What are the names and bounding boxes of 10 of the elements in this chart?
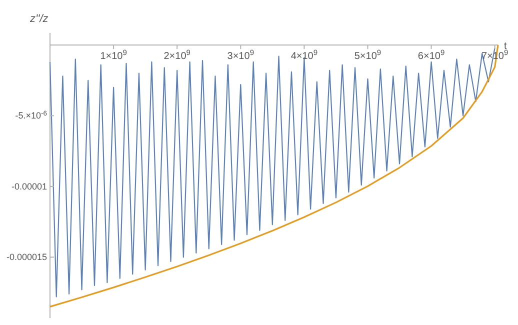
x-tick-label: 3×10$^{9}$ xyxy=(227,48,254,62)
y-tick-label: -5.×10$^{-6}$ xyxy=(15,110,48,121)
x-tick-label: 1×10$^{9}$ xyxy=(100,48,127,62)
y-tick-label: -0.000015 xyxy=(6,252,47,262)
y-tick-label: -0.00001 xyxy=(11,181,47,192)
x-tick-label: 6×10$^{9}$ xyxy=(418,48,445,62)
x-tick-label: 4×10$^{9}$ xyxy=(290,48,318,62)
x-tick-label: 2×10$^{9}$ xyxy=(164,48,190,62)
y-axis-title: z''/z xyxy=(29,13,49,25)
x-tick-label: 5×10$^{9}$ xyxy=(354,48,382,62)
